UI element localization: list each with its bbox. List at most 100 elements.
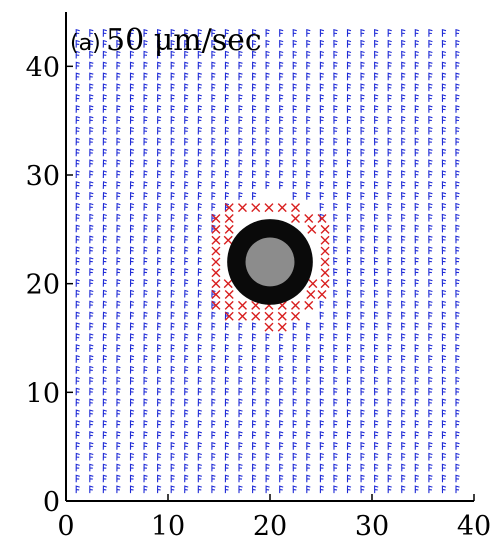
velocity-arrow bbox=[102, 376, 107, 385]
velocity-arrow bbox=[224, 137, 230, 146]
velocity-arrow bbox=[129, 105, 135, 113]
velocity-arrow bbox=[306, 452, 311, 461]
velocity-arrow bbox=[197, 431, 202, 439]
velocity-arrow bbox=[102, 452, 107, 461]
velocity-arrow bbox=[292, 83, 297, 92]
velocity-arrow bbox=[184, 387, 189, 396]
velocity-arrow bbox=[319, 202, 325, 211]
velocity-arrow bbox=[265, 39, 270, 48]
velocity-arrow bbox=[279, 452, 284, 461]
velocity-arrow bbox=[224, 376, 230, 385]
velocity-arrow bbox=[387, 159, 392, 168]
velocity-arrow bbox=[170, 50, 175, 59]
velocity-arrow bbox=[346, 278, 352, 287]
velocity-arrow bbox=[265, 94, 270, 102]
velocity-arrow bbox=[414, 268, 419, 276]
velocity-arrow bbox=[89, 485, 94, 494]
velocity-arrow bbox=[306, 105, 311, 113]
velocity-arrow bbox=[279, 387, 284, 396]
velocity-arrow bbox=[143, 50, 148, 59]
cross-marker bbox=[277, 322, 287, 332]
velocity-arrow bbox=[387, 431, 392, 439]
velocity-arrow bbox=[184, 289, 189, 298]
cross-stroke bbox=[211, 279, 221, 289]
velocity-arrow bbox=[238, 485, 243, 494]
velocity-arrow bbox=[333, 322, 338, 331]
x-tick-label: 10 bbox=[151, 511, 185, 540]
velocity-arrow bbox=[333, 235, 338, 244]
velocity-arrow bbox=[211, 50, 216, 59]
velocity-arrow bbox=[428, 485, 433, 494]
velocity-arrow bbox=[279, 28, 284, 37]
velocity-arrow bbox=[265, 170, 270, 178]
velocity-arrow bbox=[143, 365, 148, 374]
velocity-arrow bbox=[75, 235, 80, 244]
cross-stroke bbox=[320, 279, 330, 289]
velocity-arrow bbox=[333, 333, 338, 342]
velocity-arrow bbox=[373, 126, 379, 135]
velocity-arrow bbox=[143, 289, 148, 298]
velocity-arrow bbox=[360, 431, 365, 439]
velocity-arrow bbox=[157, 72, 162, 81]
velocity-arrow bbox=[184, 94, 189, 102]
cross-stroke bbox=[224, 203, 234, 213]
velocity-arrow bbox=[333, 420, 338, 428]
velocity-arrow bbox=[441, 28, 447, 37]
velocity-arrow bbox=[89, 28, 94, 37]
cross-marker bbox=[211, 235, 221, 245]
velocity-arrow bbox=[401, 28, 406, 37]
velocity-arrow bbox=[116, 28, 121, 37]
velocity-arrow bbox=[157, 224, 162, 233]
velocity-arrow bbox=[157, 463, 162, 472]
velocity-arrow bbox=[373, 137, 379, 146]
velocity-arrow bbox=[414, 257, 419, 265]
cross-marker bbox=[264, 311, 274, 321]
velocity-arrow bbox=[414, 409, 419, 418]
velocity-arrow bbox=[441, 83, 447, 92]
velocity-arrow bbox=[346, 159, 352, 168]
velocity-arrow bbox=[252, 72, 257, 81]
velocity-arrow bbox=[319, 28, 325, 37]
velocity-arrow bbox=[455, 322, 460, 331]
velocity-arrow bbox=[428, 170, 433, 179]
velocity-arrow bbox=[292, 28, 297, 37]
cross-stroke bbox=[304, 300, 314, 310]
velocity-arrow bbox=[360, 105, 365, 113]
velocity-arrow bbox=[374, 420, 379, 428]
velocity-arrow bbox=[184, 170, 189, 179]
velocity-arrow bbox=[333, 474, 338, 483]
cross-stroke bbox=[320, 246, 330, 256]
velocity-arrow bbox=[157, 311, 162, 320]
cross-marker bbox=[211, 246, 221, 256]
velocity-arrow bbox=[197, 94, 202, 102]
velocity-arrow bbox=[75, 94, 80, 102]
velocity-arrow bbox=[373, 289, 379, 298]
cross-marker bbox=[224, 290, 234, 300]
velocity-arrow bbox=[373, 213, 379, 222]
velocity-arrow bbox=[116, 420, 121, 428]
velocity-arrow bbox=[129, 257, 135, 265]
cross-marker bbox=[320, 257, 330, 267]
velocity-arrow bbox=[373, 224, 379, 233]
velocity-arrow bbox=[211, 148, 216, 157]
velocity-arrow bbox=[129, 300, 135, 309]
velocity-arrow bbox=[319, 333, 325, 342]
velocity-arrow bbox=[238, 191, 243, 200]
velocity-arrow bbox=[75, 300, 80, 309]
velocity-arrow bbox=[184, 398, 189, 407]
velocity-arrow bbox=[265, 126, 270, 135]
velocity-arrow bbox=[387, 170, 392, 179]
velocity-arrow bbox=[184, 50, 189, 59]
velocity-arrow bbox=[129, 365, 135, 374]
velocity-arrow bbox=[129, 278, 135, 287]
velocity-arrow bbox=[89, 181, 94, 189]
cross-marker bbox=[223, 279, 233, 289]
velocity-arrow bbox=[455, 398, 460, 407]
velocity-arrow bbox=[89, 170, 94, 179]
velocity-arrow bbox=[319, 170, 325, 179]
velocity-arrow bbox=[89, 50, 94, 59]
velocity-arrow bbox=[428, 105, 433, 113]
velocity-arrow bbox=[184, 115, 189, 124]
velocity-arrow bbox=[360, 61, 365, 70]
velocity-arrow bbox=[306, 485, 311, 494]
